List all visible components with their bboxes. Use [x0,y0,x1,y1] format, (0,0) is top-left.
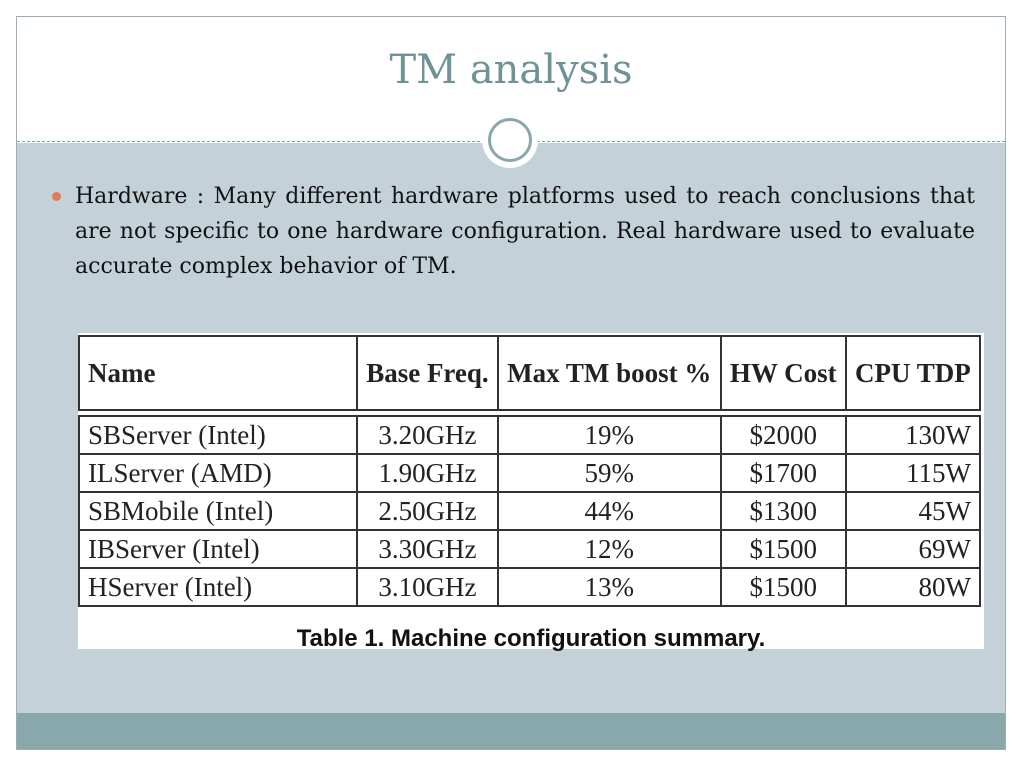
cell-max-tm-boost: 19% [496,415,722,455]
cell-name: SBMobile (Intel) [78,491,358,531]
table-header-row: Name Base Freq. Max TM boost % HW Cost C… [78,335,982,411]
cell-hw-cost: $1500 [719,529,847,569]
header-max-tm-boost: Max TM boost % [496,335,722,411]
header-cpu-tdp: CPU TDP [844,335,982,411]
cell-cpu-tdp: 69W [844,529,982,569]
header-name: Name [78,335,358,411]
cell-base-freq: 3.10GHz [356,567,499,607]
machine-config-table-figure: Name Base Freq. Max TM boost % HW Cost C… [78,333,984,652]
cell-max-tm-boost: 44% [496,491,722,531]
cell-max-tm-boost: 59% [496,453,722,493]
table-row: IBServer (Intel) 3.30GHz 12% $1500 69W [78,529,982,569]
cell-hw-cost: $1300 [719,491,847,531]
cell-max-tm-boost: 12% [496,529,722,569]
header-base-freq: Base Freq. [356,335,499,411]
slide-title: TM analysis [389,47,633,93]
table-row: SBMobile (Intel) 2.50GHz 44% $1300 45W [78,491,982,531]
divider-ornament-icon [488,118,532,162]
table-caption: Table 1. Machine configuration summary. [296,625,766,652]
cell-hw-cost: $2000 [719,415,847,455]
footer-band [17,713,1005,749]
cell-max-tm-boost: 13% [496,567,722,607]
cell-cpu-tdp: 45W [844,491,982,531]
cell-name: HServer (Intel) [78,567,358,607]
cell-name: IBServer (Intel) [78,529,358,569]
table-row: ILServer (AMD) 1.90GHz 59% $1700 115W [78,453,982,493]
bullet-text: Hardware : Many different hardware platf… [75,184,975,279]
cell-hw-cost: $1700 [719,453,847,493]
cell-hw-cost: $1500 [719,567,847,607]
cell-base-freq: 3.20GHz [356,415,499,455]
table-row: HServer (Intel) 3.10GHz 13% $1500 80W [78,567,982,607]
cell-base-freq: 2.50GHz [356,491,499,531]
slide: TM analysis Hardware : Many different ha… [16,16,1006,750]
cell-cpu-tdp: 130W [844,415,982,455]
cell-cpu-tdp: 80W [844,567,982,607]
cell-base-freq: 1.90GHz [356,453,499,493]
machine-config-table: Name Base Freq. Max TM boost % HW Cost C… [78,335,982,607]
cell-name: SBServer (Intel) [78,415,358,455]
table-gap [79,409,980,417]
cell-name: ILServer (AMD) [78,453,358,493]
cell-base-freq: 3.30GHz [356,529,499,569]
cell-cpu-tdp: 115W [844,453,982,493]
bullet-dot-icon [52,192,61,201]
table-row: SBServer (Intel) 3.20GHz 19% $2000 130W [78,415,982,455]
header-hw-cost: HW Cost [719,335,847,411]
